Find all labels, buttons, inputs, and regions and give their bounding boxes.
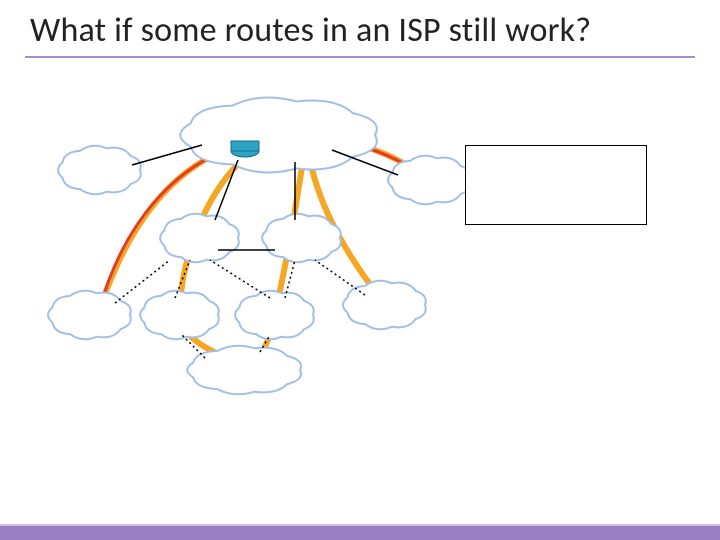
overlay-layer xyxy=(70,90,650,380)
network-diagram xyxy=(70,90,650,380)
legend xyxy=(465,145,647,225)
footer-bar xyxy=(0,526,720,540)
title-underline xyxy=(25,56,695,58)
slide: What if some routes in an ISP still work… xyxy=(0,0,720,540)
page-title: What if some routes in an ISP still work… xyxy=(30,10,700,51)
